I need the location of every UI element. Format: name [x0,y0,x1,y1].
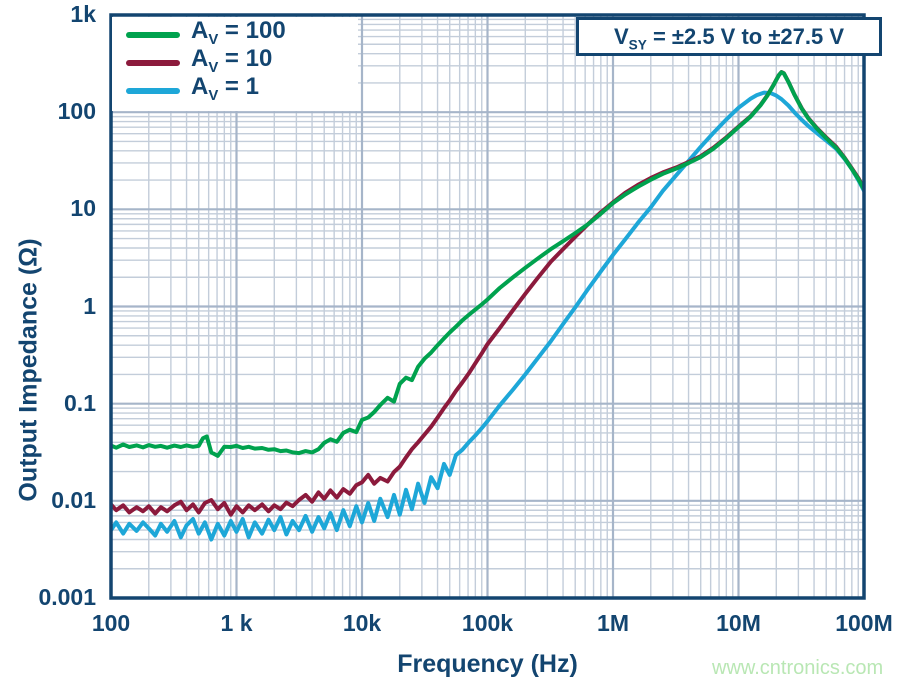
y-tick-label-0.001: 0.001 [38,584,96,610]
y-tick-label-1k: 1k [70,1,96,27]
data-curves [111,70,864,542]
x-tick-label-10k: 10k [342,610,382,636]
legend: AV = 100 AV = 10 AV = 1 [112,17,358,111]
y-tick-label-10: 10 [70,195,96,222]
plot-frame [109,13,866,600]
x-tick-label-1k: 1 k [220,610,253,636]
legend-label-av100: AV = 100 [191,16,286,48]
y-tick-label-100: 100 [57,98,96,125]
watermark: www.cntronics.com [712,657,884,679]
y-tick-label-0.1: 0.1 [64,389,96,416]
legend-line-sample-av10 [126,60,180,66]
curve-av1 [111,90,864,542]
legend-line-sample-av1 [126,88,180,94]
x-axis-title-wrap: Frequency (Hz) [0,650,899,679]
x-tick-label-1M: 1M [597,610,629,636]
legend-item-av100: AV = 100 [126,17,350,49]
legend-item-av1: AV = 1 [126,73,350,105]
x-tick-label-100k: 100k [461,610,514,636]
legend-line-sample-av100 [126,32,180,38]
x-tick-label-10M: 10M [716,610,761,636]
y-axis-title: Output Impedance (Ω) [14,238,43,502]
legend-label-av1: AV = 1 [191,72,259,104]
legend-item-av10: AV = 10 [126,45,350,77]
curve-av100 [111,70,864,458]
x-tick-label-100: 100 [91,610,131,636]
supply-voltage-annotation: VSY = ±2.5 V to ±27.5 V [576,17,882,56]
x-axis-title: Frequency (Hz) [397,650,578,678]
legend-label-av10: AV = 10 [191,44,273,76]
y-tick-label-0.01: 0.01 [51,486,96,513]
y-tick-label-1: 1 [83,292,96,319]
x-tick-label-100M: 100M [835,610,893,636]
